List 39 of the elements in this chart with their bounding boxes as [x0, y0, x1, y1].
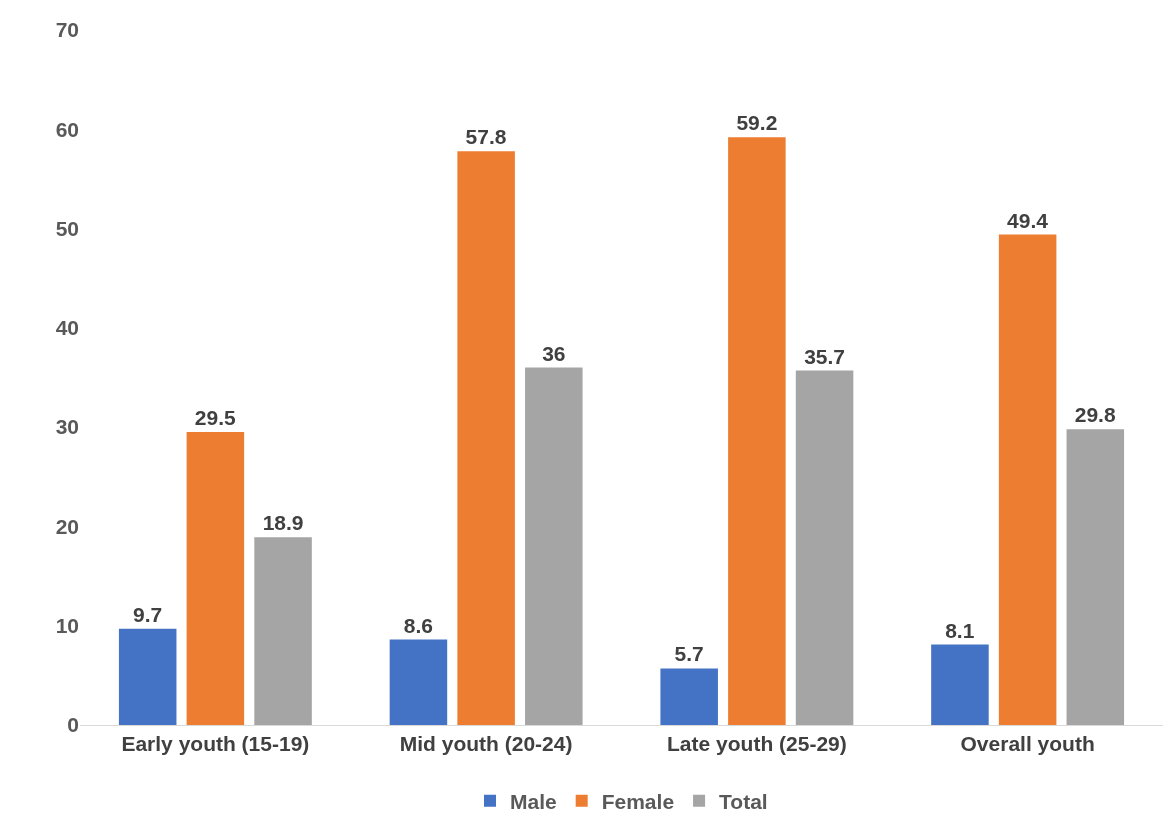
data-label: 8.1	[945, 618, 975, 642]
data-label: 29.8	[1074, 403, 1116, 427]
legend-label: Total	[719, 789, 768, 813]
data-label: 36	[542, 341, 566, 365]
bar	[1066, 429, 1125, 725]
x-tick-label: Mid youth (20-24)	[399, 732, 573, 756]
bar	[457, 151, 515, 725]
x-tick-label: Overall youth	[960, 732, 1095, 756]
bar	[389, 639, 448, 725]
bar	[118, 628, 177, 725]
data-label: 9.7	[133, 602, 163, 626]
x-tick-label: Early youth (15-19)	[121, 732, 310, 756]
bar	[254, 537, 312, 725]
data-label: 59.2	[736, 111, 778, 135]
legend-label: Female	[601, 789, 675, 813]
bar	[795, 370, 854, 725]
bar	[931, 644, 989, 725]
data-label: 29.5	[194, 406, 236, 430]
bar	[998, 234, 1057, 725]
y-tick-label: 60	[55, 117, 79, 141]
y-tick-label: 10	[55, 614, 79, 638]
data-label: 49.4	[1007, 208, 1049, 232]
y-tick-label: 40	[55, 316, 79, 340]
data-label: 8.6	[403, 613, 434, 637]
y-tick-label: 20	[55, 514, 79, 538]
x-tick-label: Late youth (25-29)	[667, 732, 847, 756]
y-tick-label: 0	[67, 713, 79, 737]
y-tick-label: 50	[55, 216, 79, 240]
data-label: 57.8	[465, 125, 507, 149]
y-tick-label: 30	[55, 415, 79, 439]
bar	[186, 432, 245, 725]
bar	[728, 137, 786, 725]
y-tick-label: 70	[55, 18, 79, 42]
data-label: 35.7	[804, 344, 845, 368]
data-label: 5.7	[674, 642, 704, 666]
legend-label: Male	[510, 789, 557, 813]
bar	[525, 367, 583, 725]
data-label: 18.9	[262, 511, 304, 535]
bar	[660, 668, 718, 725]
